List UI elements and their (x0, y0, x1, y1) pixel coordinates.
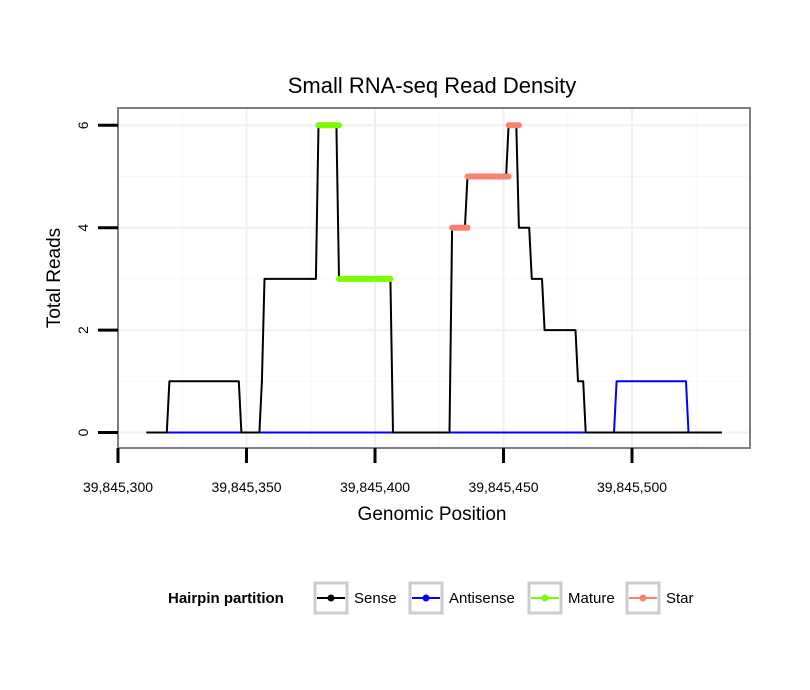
x-axis: 39,845,300 39,845,350 39,845,400 39,845,450… (83, 448, 667, 495)
y-tick-label: 6 (75, 121, 91, 129)
grid (118, 108, 750, 448)
chart-title: Small RNA-seq Read Density (288, 73, 577, 98)
legend-key-dot-sense (327, 594, 335, 602)
legend-key-dot-mature (541, 594, 549, 602)
y-axis: 0 2 4 6 (75, 121, 118, 436)
antisense-series-line (166, 380, 690, 434)
legend-label-star: Star (666, 590, 694, 607)
legend-label-mature: Mature (568, 590, 615, 607)
y-tick-label: 2 (75, 326, 91, 334)
legend-key-dot-star (639, 594, 647, 602)
x-tick-label: 39,845,300 (83, 479, 153, 495)
legend: Hairpin partition Sense Antisense Mature St… (168, 581, 694, 615)
x-tick-label: 39,845,450 (468, 479, 538, 495)
y-tick-label: 0 (75, 428, 91, 436)
legend-title: Hairpin partition (168, 590, 284, 607)
legend-key-dot-antisense (422, 594, 430, 602)
x-tick-label: 39,845,350 (211, 479, 281, 495)
x-tick-label: 39,845,500 (597, 479, 667, 495)
x-axis-title: Genomic Position (358, 504, 507, 525)
series-layer (146, 122, 722, 434)
legend-label-sense: Sense (354, 590, 397, 607)
y-tick-label: 4 (75, 224, 91, 232)
y-axis-title: Total Reads (44, 228, 65, 328)
panel-border (117, 107, 751, 449)
x-tick-label: 39,845,400 (340, 479, 410, 495)
legend-label-antisense: Antisense (449, 590, 515, 607)
